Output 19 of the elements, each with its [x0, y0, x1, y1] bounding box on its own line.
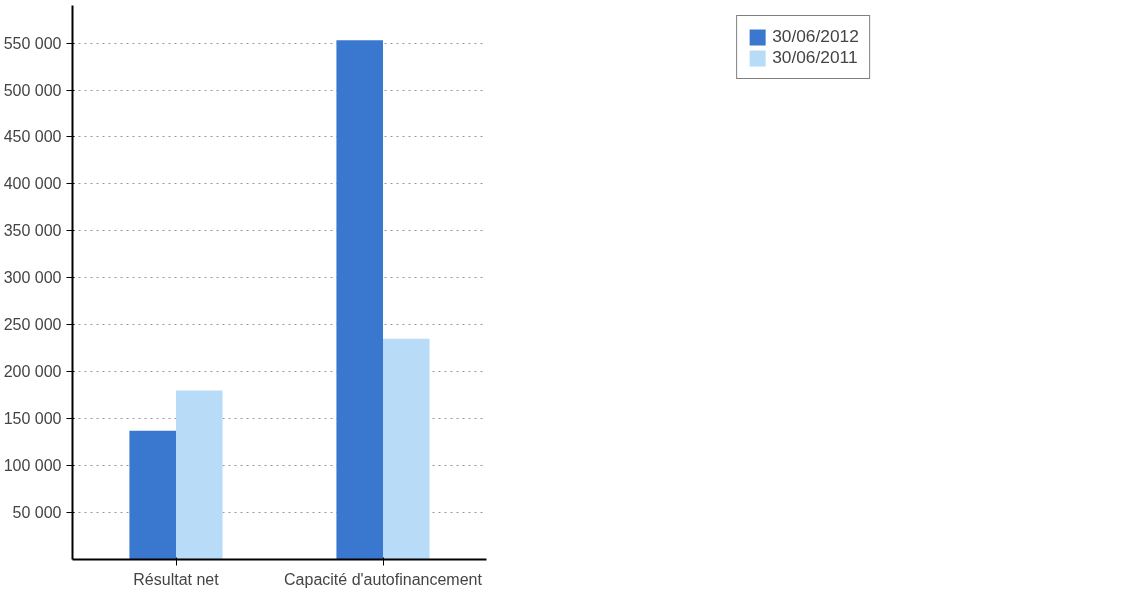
bar — [176, 390, 223, 560]
y-tick-label: 300 000 — [3, 269, 62, 287]
y-tick-label: 100 000 — [3, 457, 62, 475]
x-tick-label: Résultat net — [133, 570, 220, 588]
y-tick-label: 550 000 — [3, 34, 62, 52]
y-tick-label: 50 000 — [12, 504, 62, 522]
y-tick-label: 350 000 — [3, 222, 62, 240]
y-tick-label: 450 000 — [3, 128, 62, 146]
x-tick-label: Capacité d'autofinancement — [284, 570, 483, 588]
bar — [129, 430, 176, 560]
y-tick-label: 250 000 — [3, 316, 62, 334]
bar — [336, 40, 383, 560]
y-tick-label: 150 000 — [3, 410, 62, 428]
legend-label: 30/06/2011 — [772, 47, 858, 68]
y-tick-label: 500 000 — [3, 81, 62, 99]
y-tick-label: 400 000 — [3, 175, 62, 193]
y-tick-label: 200 000 — [3, 363, 62, 381]
legend-label: 30/06/2012 — [772, 26, 859, 47]
bar — [383, 338, 430, 560]
